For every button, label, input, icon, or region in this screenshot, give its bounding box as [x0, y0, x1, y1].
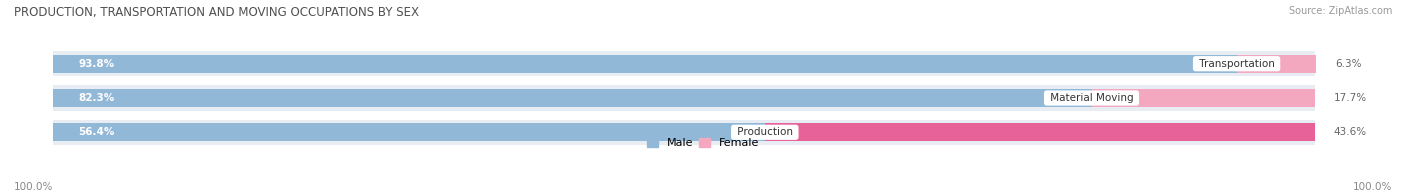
- Text: 17.7%: 17.7%: [1334, 93, 1367, 103]
- Text: 56.4%: 56.4%: [79, 127, 115, 137]
- Text: Source: ZipAtlas.com: Source: ZipAtlas.com: [1288, 6, 1392, 16]
- Text: PRODUCTION, TRANSPORTATION AND MOVING OCCUPATIONS BY SEX: PRODUCTION, TRANSPORTATION AND MOVING OC…: [14, 6, 419, 19]
- Text: 82.3%: 82.3%: [79, 93, 115, 103]
- Bar: [53, 51, 1315, 76]
- Bar: [53, 120, 1315, 145]
- Bar: [53, 89, 1091, 107]
- Text: 93.8%: 93.8%: [79, 59, 115, 69]
- Text: 6.3%: 6.3%: [1334, 59, 1361, 69]
- Bar: [1237, 55, 1316, 73]
- Text: 100.0%: 100.0%: [14, 182, 53, 192]
- Text: Transportation: Transportation: [1195, 59, 1278, 69]
- Bar: [53, 123, 765, 141]
- Text: Material Moving: Material Moving: [1046, 93, 1136, 103]
- Legend: Male, Female: Male, Female: [643, 133, 763, 153]
- Bar: [53, 85, 1315, 111]
- Bar: [53, 55, 1237, 73]
- Bar: [1091, 89, 1315, 107]
- Text: Production: Production: [734, 127, 796, 137]
- Text: 100.0%: 100.0%: [1353, 182, 1392, 192]
- Bar: [765, 123, 1315, 141]
- Text: 43.6%: 43.6%: [1334, 127, 1367, 137]
